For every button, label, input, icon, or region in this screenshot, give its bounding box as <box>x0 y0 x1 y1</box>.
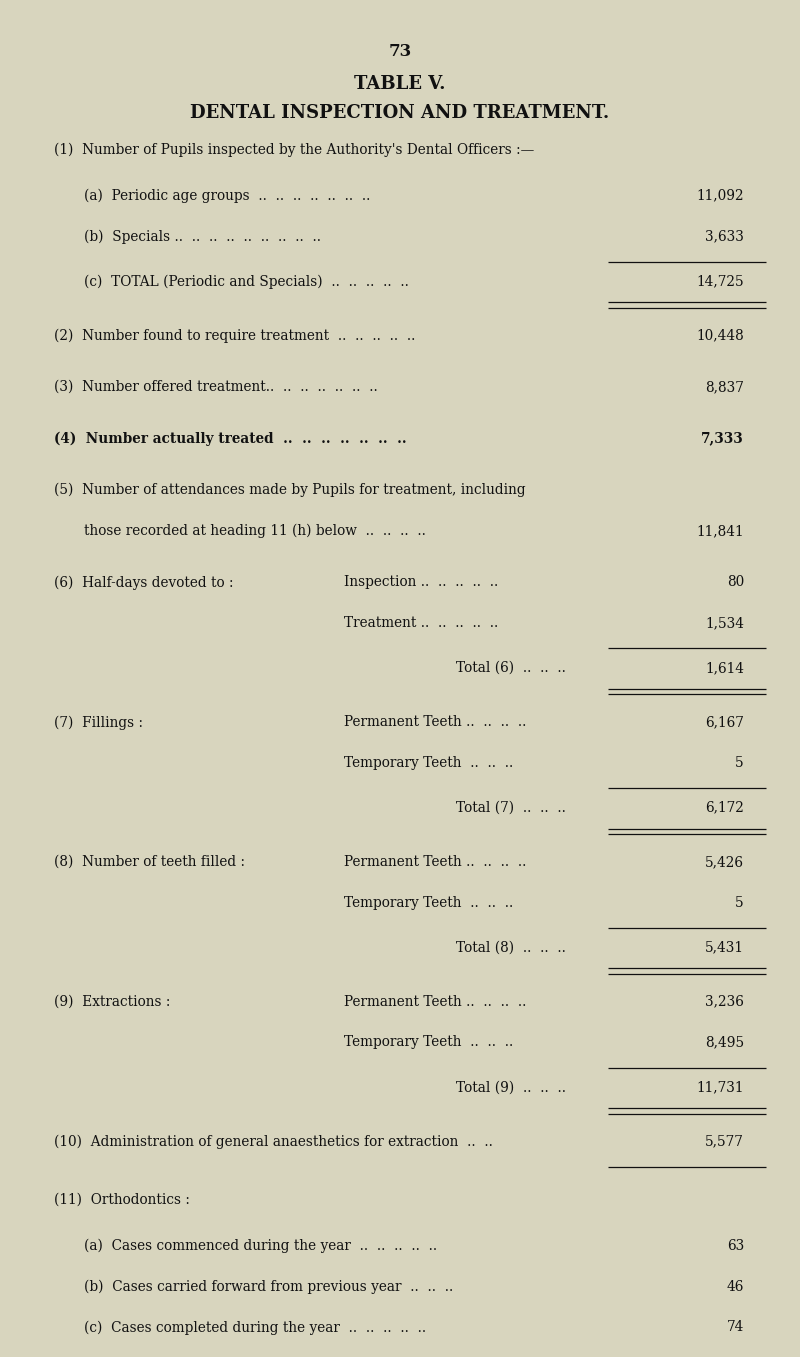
Text: 5,577: 5,577 <box>705 1134 744 1148</box>
Text: (a)  Periodic age groups  ..  ..  ..  ..  ..  ..  ..: (a) Periodic age groups .. .. .. .. .. .… <box>84 189 370 204</box>
Text: (6)  Half-days devoted to :: (6) Half-days devoted to : <box>54 575 234 590</box>
Text: Treatment ..  ..  ..  ..  ..: Treatment .. .. .. .. .. <box>344 616 498 630</box>
Text: 3,633: 3,633 <box>705 229 744 243</box>
Text: 5: 5 <box>735 756 744 769</box>
Text: (10)  Administration of general anaesthetics for extraction  ..  ..: (10) Administration of general anaesthet… <box>54 1134 494 1149</box>
Text: Total (9)  ..  ..  ..: Total (9) .. .. .. <box>456 1080 566 1094</box>
Text: 6,167: 6,167 <box>705 715 744 729</box>
Text: 73: 73 <box>388 43 412 61</box>
Text: 63: 63 <box>726 1239 744 1253</box>
Text: Permanent Teeth ..  ..  ..  ..: Permanent Teeth .. .. .. .. <box>344 995 526 1008</box>
Text: (c)  TOTAL (Periodic and Specials)  ..  ..  ..  ..  ..: (c) TOTAL (Periodic and Specials) .. .. … <box>84 274 409 289</box>
Text: 11,841: 11,841 <box>696 524 744 537</box>
Text: (8)  Number of teeth filled :: (8) Number of teeth filled : <box>54 855 246 868</box>
Text: 14,725: 14,725 <box>696 274 744 288</box>
Text: 80: 80 <box>726 575 744 589</box>
Text: (c)  Cases completed during the year  ..  ..  ..  ..  ..: (c) Cases completed during the year .. .… <box>84 1320 426 1335</box>
Text: 1,614: 1,614 <box>705 661 744 674</box>
Text: 1,534: 1,534 <box>705 616 744 630</box>
Text: 6,172: 6,172 <box>705 801 744 814</box>
Text: DENTAL INSPECTION AND TREATMENT.: DENTAL INSPECTION AND TREATMENT. <box>190 104 610 122</box>
Text: 46: 46 <box>726 1280 744 1293</box>
Text: Temporary Teeth  ..  ..  ..: Temporary Teeth .. .. .. <box>344 1035 514 1049</box>
Text: (4)  Number actually treated  ..  ..  ..  ..  ..  ..  ..: (4) Number actually treated .. .. .. .. … <box>54 432 407 446</box>
Text: 11,092: 11,092 <box>696 189 744 202</box>
Text: 5,431: 5,431 <box>705 940 744 954</box>
Text: 8,495: 8,495 <box>705 1035 744 1049</box>
Text: those recorded at heading 11 (h) below  ..  ..  ..  ..: those recorded at heading 11 (h) below .… <box>84 524 426 539</box>
Text: Permanent Teeth ..  ..  ..  ..: Permanent Teeth .. .. .. .. <box>344 855 526 868</box>
Text: (3)  Number offered treatment..  ..  ..  ..  ..  ..  ..: (3) Number offered treatment.. .. .. .. … <box>54 380 378 394</box>
Text: Total (6)  ..  ..  ..: Total (6) .. .. .. <box>456 661 566 674</box>
Text: (1)  Number of Pupils inspected by the Authority's Dental Officers :—: (1) Number of Pupils inspected by the Au… <box>54 142 534 157</box>
Text: (7)  Fillings :: (7) Fillings : <box>54 715 143 730</box>
Text: 74: 74 <box>726 1320 744 1334</box>
Text: (11)  Orthodontics :: (11) Orthodontics : <box>54 1193 190 1206</box>
Text: (b)  Cases carried forward from previous year  ..  ..  ..: (b) Cases carried forward from previous … <box>84 1280 454 1295</box>
Text: (9)  Extractions :: (9) Extractions : <box>54 995 170 1008</box>
Text: Total (8)  ..  ..  ..: Total (8) .. .. .. <box>456 940 566 954</box>
Text: Total (7)  ..  ..  ..: Total (7) .. .. .. <box>456 801 566 814</box>
Text: 10,448: 10,448 <box>696 328 744 342</box>
Text: 5: 5 <box>735 896 744 909</box>
Text: Permanent Teeth ..  ..  ..  ..: Permanent Teeth .. .. .. .. <box>344 715 526 729</box>
Text: (a)  Cases commenced during the year  ..  ..  ..  ..  ..: (a) Cases commenced during the year .. .… <box>84 1239 437 1254</box>
Text: 7,333: 7,333 <box>702 432 744 445</box>
Text: (5)  Number of attendances made by Pupils for treatment, including: (5) Number of attendances made by Pupils… <box>54 483 526 498</box>
Text: Temporary Teeth  ..  ..  ..: Temporary Teeth .. .. .. <box>344 896 514 909</box>
Text: TABLE V.: TABLE V. <box>354 75 446 92</box>
Text: Temporary Teeth  ..  ..  ..: Temporary Teeth .. .. .. <box>344 756 514 769</box>
Text: (2)  Number found to require treatment  ..  ..  ..  ..  ..: (2) Number found to require treatment ..… <box>54 328 416 343</box>
Text: Inspection ..  ..  ..  ..  ..: Inspection .. .. .. .. .. <box>344 575 498 589</box>
Text: (b)  Specials ..  ..  ..  ..  ..  ..  ..  ..  ..: (b) Specials .. .. .. .. .. .. .. .. .. <box>84 229 321 244</box>
Text: 3,236: 3,236 <box>705 995 744 1008</box>
Text: 5,426: 5,426 <box>705 855 744 868</box>
Text: 11,731: 11,731 <box>697 1080 744 1094</box>
Text: 8,837: 8,837 <box>705 380 744 394</box>
